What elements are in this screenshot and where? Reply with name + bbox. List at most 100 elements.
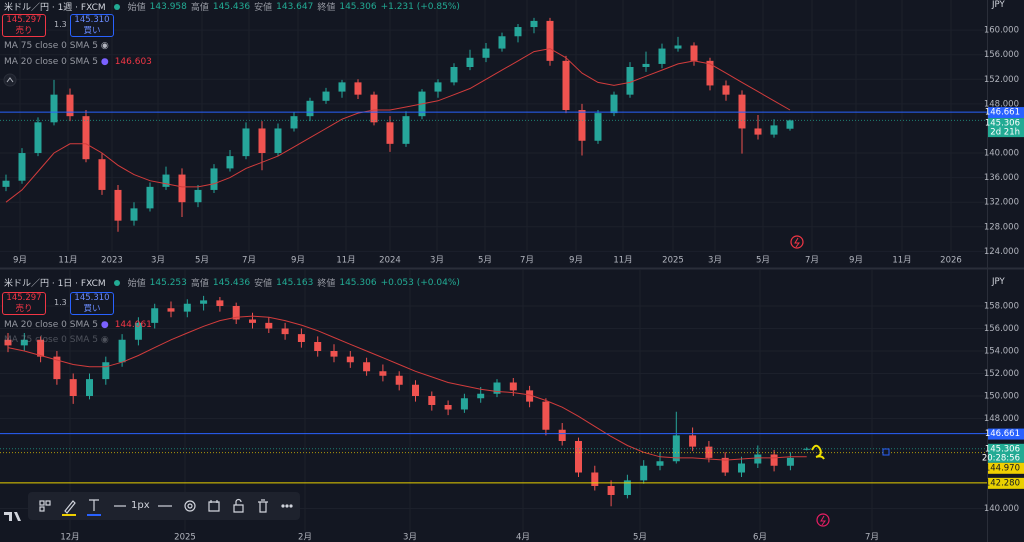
candle-body (134, 322, 142, 340)
candle-body (98, 159, 106, 190)
icon-alert[interactable] (208, 500, 220, 512)
quote-key: 始値 (127, 3, 146, 13)
candle-body (183, 303, 191, 312)
candle-body (477, 393, 485, 399)
sell-button[interactable]: 145.297 売り (2, 292, 46, 315)
x-tick-label: 11月 (613, 256, 632, 266)
candle-body (610, 94, 618, 114)
icon-pen[interactable] (64, 500, 76, 514)
indicator-legend[interactable]: MA 20 close 0 SMA 5 ● 146.603 (4, 57, 152, 67)
icon-text[interactable] (89, 499, 99, 511)
candle-body (53, 356, 61, 380)
header: 米ドル／円 · 1週 · FXCM 始値 143.958 高値 145.436 安値… (4, 0, 460, 14)
quote-value: 145.436 (212, 277, 251, 288)
x-tick-label: 9月 (849, 256, 863, 266)
candle-body (721, 457, 729, 473)
candle-body (306, 100, 314, 117)
candle-body (546, 20, 554, 61)
candle-body (118, 339, 126, 363)
price-tag (988, 477, 1024, 489)
candle-body (167, 308, 175, 312)
price-tag-label: 142.280 (985, 478, 1020, 488)
candle-body (232, 306, 240, 320)
candle-body (509, 382, 517, 391)
indicator-legend[interactable]: MA 75 close 0 SMA 5 ◉ (4, 335, 109, 345)
candle-body (258, 128, 266, 154)
collapse-button[interactable] (3, 73, 17, 87)
x-tick-label: 11月 (58, 256, 77, 266)
candle-body (578, 110, 586, 141)
quote-key: 終値 (317, 3, 336, 13)
quote-value: 145.306 (339, 1, 377, 12)
x-tick-label: 2025 (174, 533, 196, 542)
candle-body (466, 57, 474, 67)
x-tick-label: 7月 (805, 256, 819, 266)
alert-icon[interactable] (816, 513, 830, 527)
candle-body (297, 334, 305, 342)
y-tick-label: 150.000 (984, 392, 1019, 402)
symbol-title: 米ドル／円 · 1日 · FXCM (4, 279, 106, 289)
moving-average (7, 315, 807, 461)
candle-body (738, 94, 746, 129)
candle-body (86, 379, 93, 396)
indicator-value: 146.603 (114, 57, 152, 67)
quote-key: 終値 (317, 279, 336, 289)
candle-body (542, 401, 550, 430)
candle-body (114, 189, 122, 221)
indicator-value: 144.061 (114, 320, 152, 330)
icon-settings[interactable] (184, 500, 196, 512)
quote-value: 145.253 (149, 277, 187, 288)
indicator-legend[interactable]: MA 20 close 0 SMA 5 ● 144.061 (4, 320, 152, 330)
candle-body (562, 60, 570, 111)
candle-body (514, 27, 522, 37)
price-tag-label: 146.661 (985, 429, 1020, 439)
icon-grid[interactable] (39, 500, 45, 506)
drawing-toolbar: 1px (28, 492, 300, 520)
currency: JPY (992, 0, 1005, 10)
buy-button[interactable]: 145.310 買い (70, 14, 114, 37)
x-tick-label: 2025 (662, 256, 684, 266)
candle-body (689, 435, 697, 447)
line-width-label[interactable]: 1px (131, 500, 150, 511)
price-tag (988, 107, 1024, 119)
candle-body (151, 308, 159, 323)
sell-button[interactable]: 145.297 売り (2, 14, 46, 37)
y-tick-label: 128.000 (984, 222, 1019, 232)
x-tick-label: 3月 (403, 533, 417, 542)
candle-body (738, 463, 745, 473)
candle-body (656, 461, 664, 466)
x-tick-label: 3月 (151, 256, 165, 266)
buy-button[interactable]: 145.310 買い (70, 292, 114, 315)
y-tick-label: 140.000 (984, 504, 1019, 514)
quote-value: 145.163 (276, 277, 314, 288)
buy-label: 買い (83, 304, 101, 314)
candle-body (493, 382, 501, 394)
quote-value: 145.436 (212, 1, 251, 12)
y-tick-label: 132.000 (984, 198, 1019, 208)
x-tick-label: 9月 (13, 256, 27, 266)
quote-key: 高値 (190, 279, 209, 289)
candle-body (146, 186, 154, 209)
candle-body (226, 156, 234, 169)
y-tick-label: 152.000 (984, 75, 1019, 85)
spread: 1.3 (54, 298, 67, 307)
sell-label: 売り (15, 26, 33, 36)
x-tick-label: 5月 (478, 256, 492, 266)
indicator-legend[interactable]: MA 75 close 0 SMA 5 ◉ (4, 41, 109, 51)
x-tick-label: 5月 (756, 256, 770, 266)
symbol-title: 米ドル／円 · 1週 · FXCM (4, 3, 106, 13)
drawing-handle[interactable] (882, 448, 890, 456)
header: 米ドル／円 · 1日 · FXCM 始値 145.253 高値 145.436 安値… (4, 276, 460, 290)
candle-body (428, 396, 436, 405)
candle-body (575, 441, 582, 473)
collapse-chevron (6, 77, 14, 83)
alert-icon[interactable] (790, 235, 804, 249)
candle-body (770, 454, 778, 466)
candle-body (722, 85, 730, 95)
icon-lock[interactable] (233, 498, 244, 513)
candle-body (216, 300, 224, 306)
candle-body (37, 339, 45, 357)
price-tag-label: 144.970 (985, 463, 1020, 473)
icon-delete[interactable] (258, 499, 268, 513)
